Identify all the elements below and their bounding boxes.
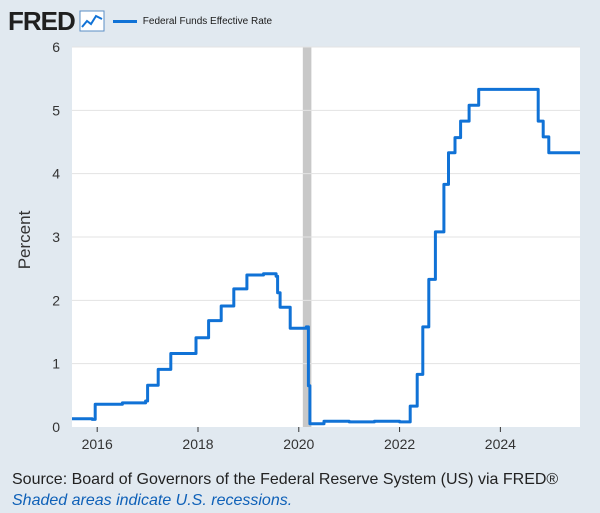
legend-label: Federal Funds Effective Rate: [142, 15, 273, 27]
y-tick-label: 6: [52, 39, 60, 55]
recession-note: Shaded areas indicate U.S. recessions.: [12, 492, 293, 509]
series-line-federal-funds-rate: [72, 87, 580, 426]
x-tick-label: 2020: [283, 436, 314, 452]
y-axis-label: Percent: [15, 210, 34, 269]
source-text: Source: Board of Governors of the Federa…: [12, 471, 559, 488]
x-axis-ticks: 2016 2018 2020 2022 2024: [82, 427, 516, 452]
y-tick-label: 2: [52, 292, 60, 308]
x-tick-label: 2018: [182, 436, 213, 452]
y-tick-label: 5: [52, 102, 60, 118]
legend-swatch: [112, 19, 137, 23]
y-tick-label: 3: [52, 229, 60, 245]
y-tick-label: 4: [52, 166, 60, 182]
x-tick-label: 2024: [485, 436, 516, 452]
line-chart-icon: [79, 10, 105, 32]
chart-header: FRED Federal Funds Effective Rate: [8, 6, 272, 36]
x-tick-label: 2022: [384, 436, 415, 452]
y-tick-label: 1: [52, 356, 60, 372]
gridlines: [72, 46, 580, 365]
chart: 0 1 2 3 4 5 6 2016 2018 2020 2022 2024 Percent: [15, 39, 580, 452]
y-tick-label: 0: [52, 419, 60, 435]
fred-logo[interactable]: FRED: [8, 6, 76, 36]
legend: Federal Funds Effective Rate: [112, 15, 273, 27]
x-tick-label: 2016: [82, 436, 113, 452]
y-axis-ticks: 0 1 2 3 4 5 6: [52, 39, 60, 435]
